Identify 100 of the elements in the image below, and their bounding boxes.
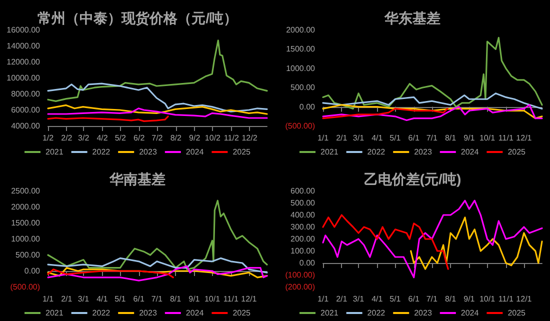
x-tick-label: 2/1 — [61, 294, 73, 303]
x-tick-label: 9/1 — [188, 294, 200, 303]
chart-title: 华南基差 — [108, 170, 166, 186]
y-tick-label: 0.00 — [299, 102, 316, 112]
x-tick-label: 8/1 — [444, 294, 457, 303]
y-tick-label: 16000.00 — [6, 26, 41, 34]
y-tick-label: 6000.00 — [11, 106, 41, 114]
y-tick-label: 2500.00 — [11, 186, 41, 195]
legend-label: 2021 — [320, 148, 339, 156]
line-series — [322, 214, 449, 270]
legend-label: 2021 — [46, 308, 64, 317]
legend-label: 2023 — [414, 308, 432, 317]
x-tick-label: 11/1 — [498, 294, 514, 303]
legend-label: 2025 — [508, 148, 526, 156]
x-tick-label: 3/1 — [78, 294, 90, 303]
legend-label: 2024 — [460, 148, 480, 156]
y-tick-label: (200.00) — [285, 282, 316, 291]
x-tick-label: 4/2 — [96, 134, 108, 142]
legend-label: 2022 — [367, 148, 386, 156]
x-tick-label: 5/1 — [390, 294, 402, 303]
x-tick-label: 11/1 — [223, 294, 239, 303]
x-tick-label: 2/1 — [336, 134, 348, 142]
x-tick-label: 8/1 — [444, 134, 457, 142]
x-tick-label: 5/2 — [114, 134, 127, 142]
y-tick-label: 0.00 — [299, 258, 316, 267]
legend-label: 2025 — [508, 308, 526, 317]
line-series — [47, 264, 268, 281]
x-tick-label: 9/1 — [464, 294, 476, 303]
y-tick-label: 1500.00 — [11, 218, 41, 227]
legend-label: 2021 — [46, 148, 64, 156]
legend-label: 2021 — [320, 308, 339, 317]
x-tick-label: 10/1 — [479, 134, 496, 142]
x-tick-label: 10/2 — [204, 134, 222, 142]
x-tick-label: 6/1 — [408, 294, 420, 303]
x-tick-label: 9/1 — [464, 134, 476, 142]
x-tick-label: 4/1 — [372, 294, 384, 303]
x-tick-label: 2/1 — [336, 294, 348, 303]
x-tick-label: 8/2 — [170, 134, 182, 142]
legend-label: 2024 — [186, 148, 204, 156]
x-tick-label: 6/1 — [408, 134, 420, 142]
y-tick-label: 500.00 — [290, 198, 316, 207]
line-series — [322, 108, 448, 120]
x-tick-label: 5/1 — [114, 294, 126, 303]
x-tick-label: 6/1 — [133, 294, 145, 303]
x-tick-label: 7/2 — [152, 134, 164, 142]
chart-title: 乙电价差(元/吨) — [364, 170, 462, 186]
y-tick-label: 12000.00 — [6, 58, 41, 66]
x-tick-label: 4/1 — [96, 294, 108, 303]
y-tick-label: 10000.00 — [6, 74, 41, 82]
legend-label: 2023 — [414, 148, 432, 156]
line-series — [322, 92, 543, 110]
x-tick-label: 2/2 — [61, 134, 73, 142]
x-tick-label: 1/1 — [42, 294, 54, 303]
x-tick-label: 10/1 — [204, 294, 221, 303]
chart-title: 常州（中泰）现货价格（元/吨） — [38, 10, 238, 26]
y-tick-label: 8000.00 — [11, 90, 41, 98]
y-tick-label: 1000.00 — [286, 64, 316, 73]
line-series — [47, 108, 268, 119]
line-series — [322, 36, 543, 110]
legend-label: 2025 — [232, 308, 252, 317]
x-tick-label: 3/1 — [352, 134, 365, 142]
x-tick-label: 12/1 — [516, 134, 532, 142]
x-tick-label: 3/2 — [78, 134, 90, 142]
y-tick-label: 1000.00 — [11, 234, 41, 243]
y-tick-label: 500.00 — [290, 83, 316, 92]
line-series — [47, 268, 174, 278]
x-tick-label: 4/1 — [372, 134, 384, 142]
x-tick-label: 7/1 — [426, 134, 438, 142]
legend-label: 2024 — [460, 308, 480, 317]
y-tick-label: 2000.00 — [286, 26, 316, 34]
y-tick-label: 200.00 — [290, 234, 316, 243]
x-tick-label: 10/1 — [479, 294, 496, 303]
y-tick-label: (100.00) — [285, 270, 316, 279]
line-series — [47, 82, 268, 112]
y-tick-label: 14000.00 — [6, 42, 41, 50]
x-tick-label: 1/2 — [42, 134, 54, 142]
x-tick-label: 7/1 — [151, 294, 164, 303]
x-tick-label: 6/2 — [134, 134, 146, 142]
line-series — [47, 256, 268, 273]
y-tick-label: 0.00 — [24, 266, 41, 275]
x-tick-label: 1/1 — [317, 134, 330, 142]
legend-label: 2024 — [186, 308, 204, 317]
x-tick-label: 11/2 — [224, 134, 240, 142]
y-tick-label: (500.00) — [10, 282, 40, 291]
x-tick-label: 12/1 — [516, 294, 532, 303]
legend-label: 2022 — [367, 308, 386, 317]
x-tick-label: 12/2 — [242, 134, 258, 142]
legend-label: 2025 — [232, 148, 252, 156]
y-tick-label: 500.00 — [16, 250, 41, 259]
chart-title: 华东基差 — [384, 10, 440, 26]
legend-label: 2023 — [139, 308, 158, 317]
legend-label: 2022 — [92, 308, 111, 317]
y-tick-label: 400.00 — [290, 210, 316, 219]
x-tick-label: 11/1 — [498, 134, 514, 142]
x-tick-label: 9/2 — [189, 134, 201, 142]
y-tick-label: 2000.00 — [11, 202, 41, 211]
line-series — [47, 104, 268, 115]
x-tick-label: 7/1 — [426, 294, 438, 303]
y-tick-label: 300.00 — [290, 222, 316, 231]
line-series — [322, 199, 543, 278]
